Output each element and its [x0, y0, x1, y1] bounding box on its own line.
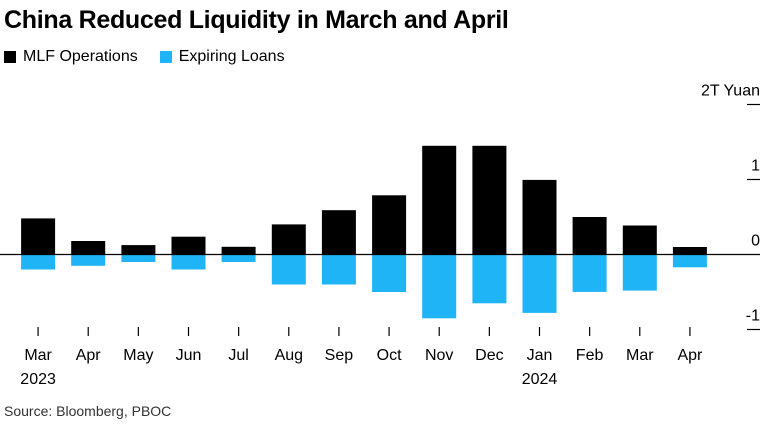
legend-item-expiring-loans: Expiring Loans — [159, 48, 285, 66]
x-tick-label-7: Oct — [377, 347, 402, 364]
bar-expiring-loans-0 — [21, 254, 56, 270]
legend-swatch-mlf-operations — [4, 51, 16, 63]
x-tick-label-11: Feb — [576, 347, 604, 364]
legend-swatch-expiring-loans — [159, 51, 172, 63]
bar-expiring-loans-8 — [422, 254, 457, 319]
chart-title: China Reduced Liquidity in March and Apr… — [4, 6, 509, 34]
bar-mlf-operations-7 — [372, 195, 407, 255]
bar-mlf-operations-0 — [21, 218, 56, 255]
x-tick-label-10: Jan — [527, 347, 553, 364]
bar-expiring-loans-1 — [71, 254, 106, 266]
x-tick-label-3: Jun — [176, 347, 202, 364]
bar-mlf-operations-13 — [672, 247, 707, 255]
bar-expiring-loans-3 — [171, 254, 206, 270]
x-tick-label-1: Apr — [76, 347, 102, 364]
bar-expiring-loans-7 — [372, 254, 407, 292]
source-note: Source: Bloomberg, PBOC — [4, 403, 172, 419]
x-year-label-0: 2023 — [20, 371, 56, 388]
bar-mlf-operations-2 — [121, 245, 156, 255]
bar-expiring-loans-12 — [622, 254, 657, 291]
bar-mlf-operations-6 — [321, 210, 356, 255]
bar-expiring-loans-13 — [672, 254, 707, 268]
bar-expiring-loans-9 — [472, 254, 507, 304]
legend-label-mlf-operations: MLF Operations — [23, 48, 138, 65]
bar-mlf-operations-9 — [472, 145, 507, 255]
x-tick-label-8: Nov — [425, 347, 453, 364]
bar-expiring-loans-4 — [221, 254, 256, 262]
bar-expiring-loans-2 — [121, 254, 156, 262]
x-tick-label-12: Mar — [626, 347, 654, 364]
bar-mlf-operations-3 — [171, 236, 206, 255]
x-tick-label-9: Dec — [475, 347, 503, 364]
bar-expiring-loans-6 — [321, 254, 356, 285]
x-tick-label-4: Jul — [228, 347, 248, 364]
bar-expiring-loans-11 — [572, 254, 607, 292]
bar-expiring-loans-5 — [271, 254, 306, 285]
bar-mlf-operations-11 — [572, 217, 607, 255]
bar-mlf-operations-12 — [622, 225, 657, 255]
bar-mlf-operations-1 — [71, 241, 106, 255]
x-tick-label-2: May — [123, 347, 153, 364]
x-tick-label-6: Sep — [325, 347, 354, 364]
y-tick-label-1: 1 — [751, 158, 760, 175]
x-tick-label-13: Apr — [677, 347, 703, 364]
legend-label-expiring-loans: Expiring Loans — [178, 48, 285, 65]
bar-mlf-operations-8 — [422, 145, 457, 255]
x-tick-label-5: Aug — [275, 347, 303, 364]
x-tick-label-0: Mar — [24, 347, 52, 364]
chart-legend: MLF Operations Expiring Loans — [4, 48, 307, 66]
y-tick-label-2: 0 — [751, 233, 760, 250]
x-year-label-1: 2024 — [522, 371, 558, 388]
bar-mlf-operations-5 — [271, 224, 306, 255]
bar-mlf-operations-4 — [221, 246, 256, 255]
bar-expiring-loans-10 — [522, 254, 557, 313]
y-tick-label-0: 2T Yuan — [701, 83, 760, 100]
y-tick-label-3: -1 — [746, 308, 760, 325]
bar-mlf-operations-10 — [522, 179, 557, 255]
legend-item-mlf-operations: MLF Operations — [4, 48, 138, 66]
